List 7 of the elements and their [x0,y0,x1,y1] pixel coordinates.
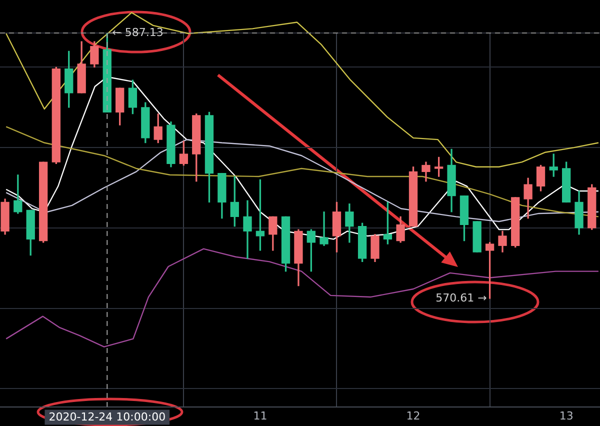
x-tick-label: 13 [559,409,574,422]
ref-line-label: ← 587.13 [112,26,164,39]
x-tick-label: 11 [253,409,268,422]
candlestick [320,212,328,246]
ref-line-label: 2020-12-24 10:00:00 [48,410,166,424]
annotation: 570.61 → [436,291,487,304]
x-tick-label: 12 [406,409,420,422]
